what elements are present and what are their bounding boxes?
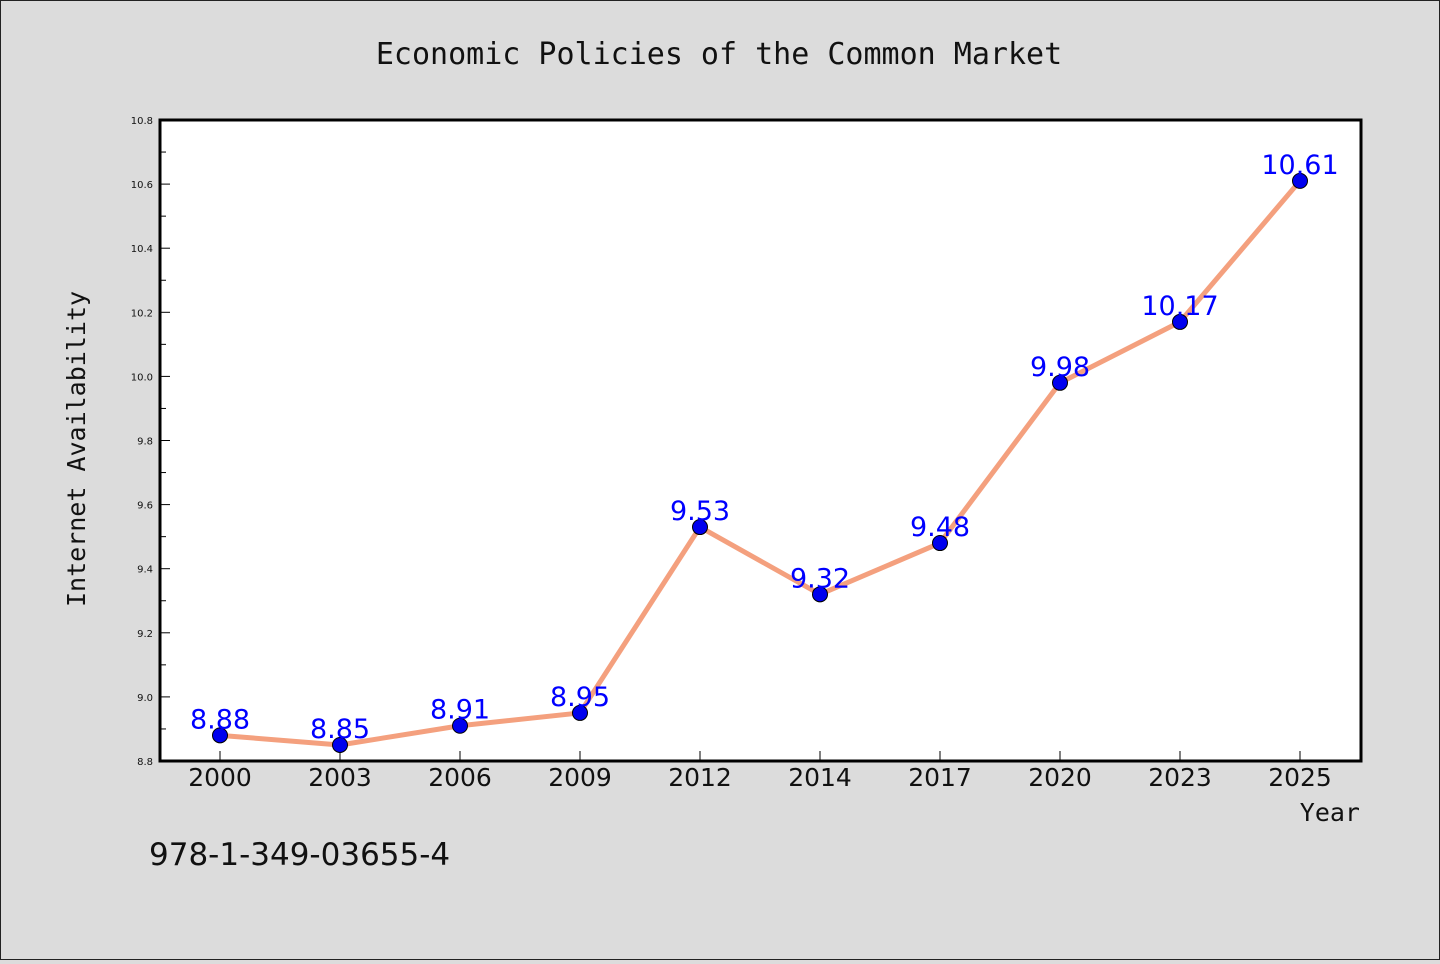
data-point xyxy=(212,727,228,744)
y-tick-label: 10.6 xyxy=(131,180,153,191)
x-axis: 2000 2003 2006 2009 2012 2014 2017 2020 2023 2025 xyxy=(188,751,1332,792)
x-tick-label: 2000 xyxy=(188,763,252,792)
y-tick-label: 9.6 xyxy=(137,501,153,512)
x-tick-label: 2017 xyxy=(908,763,972,792)
data-point xyxy=(332,736,348,753)
x-tick-label: 2012 xyxy=(668,763,732,792)
x-tick-label: 2020 xyxy=(1028,763,1092,792)
data-label: 8.85 xyxy=(310,714,370,745)
x-tick-label: 2014 xyxy=(788,763,852,792)
data-point xyxy=(1172,313,1188,330)
data-label: 9.32 xyxy=(790,563,850,594)
data-label: 9.48 xyxy=(910,512,970,543)
x-tick-label: 2003 xyxy=(308,763,372,792)
y-tick-label: 9.4 xyxy=(137,565,153,576)
series-group xyxy=(212,172,1308,753)
x-axis-label: Year xyxy=(1300,798,1360,827)
y-tick-label: 10.4 xyxy=(131,244,153,255)
data-label: 10.17 xyxy=(1141,291,1218,322)
data-label: 10.61 xyxy=(1261,150,1338,181)
data-point xyxy=(692,519,708,536)
data-label: 8.91 xyxy=(430,695,490,726)
series-line xyxy=(217,178,1303,748)
data-point xyxy=(1292,172,1308,189)
data-label: 8.88 xyxy=(190,704,250,735)
plot-area xyxy=(158,118,1363,763)
x-tick-label: 2025 xyxy=(1268,763,1332,792)
data-point xyxy=(572,704,588,721)
data-point xyxy=(452,717,468,734)
data-point xyxy=(932,535,948,552)
data-label: 9.98 xyxy=(1030,352,1090,383)
y-tick-label: 8.8 xyxy=(137,757,153,768)
data-point xyxy=(1052,374,1068,391)
y-axis-label: Internet Availability xyxy=(62,291,91,607)
data-point xyxy=(812,586,828,603)
x-tick-label: 2006 xyxy=(428,763,492,792)
y-tick-label: 10.0 xyxy=(131,372,153,383)
y-tick-label: 9.2 xyxy=(137,629,153,640)
chart-title: Economic Policies of the Common Market xyxy=(376,37,1062,72)
data-label: 9.53 xyxy=(670,496,730,527)
data-label: 8.95 xyxy=(550,682,610,713)
y-tick-label: 10.8 xyxy=(131,116,153,127)
isbn-annotation: 978-1-349-03655-4 xyxy=(149,837,450,873)
data-labels: 8.88 8.85 8.91 8.95 9.53 9.32 9.48 9.98 10.17 10.… xyxy=(190,150,1339,745)
y-tick-label: 10.2 xyxy=(131,308,153,319)
x-tick-label: 2023 xyxy=(1148,763,1212,792)
y-tick-label: 9.8 xyxy=(137,437,153,448)
x-tick-label: 2009 xyxy=(548,763,612,792)
y-axis: 8.8 9.0 9.2 9.4 9.6 9.8 10.0 10.2 10.4 10.6 10.8 xyxy=(131,116,170,768)
y-tick-label: 9.0 xyxy=(137,693,153,704)
